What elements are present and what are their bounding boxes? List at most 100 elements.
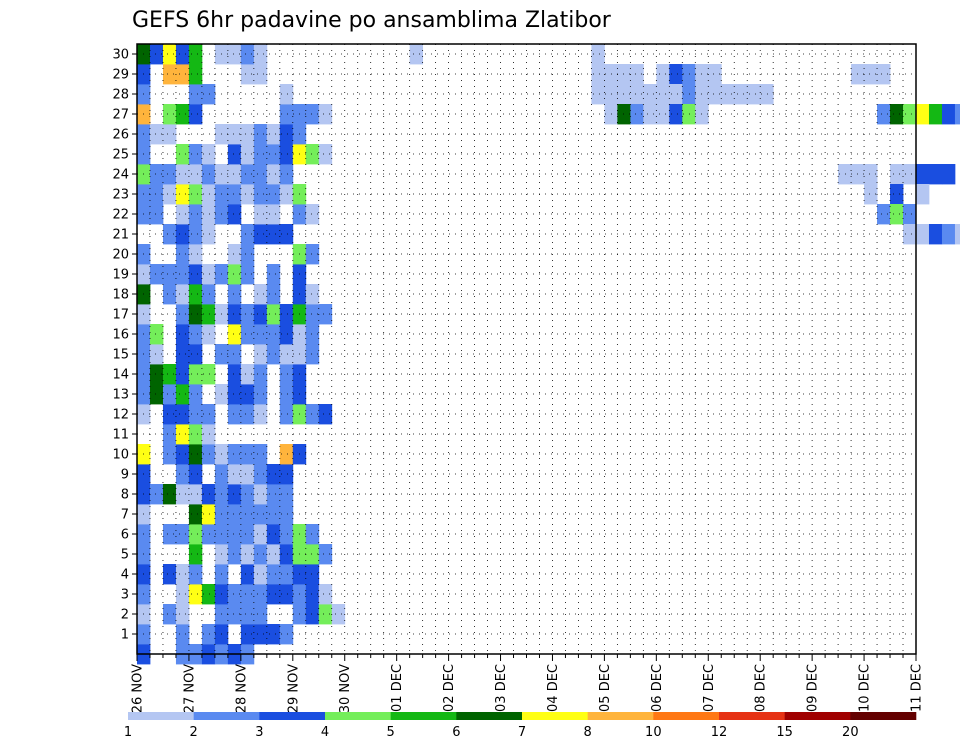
heatmap-cell xyxy=(188,64,203,85)
heatmap-cell xyxy=(175,244,190,265)
heatmap-cell xyxy=(175,44,190,65)
heatmap-cell xyxy=(253,364,268,385)
legend-swatch xyxy=(850,712,917,720)
heatmap-cell xyxy=(305,204,320,225)
heatmap-cell xyxy=(266,344,281,365)
heatmap-cell xyxy=(175,164,190,185)
y-tick-label: 21 xyxy=(112,228,129,243)
x-tick-label: 26 NOV xyxy=(131,664,146,713)
legend-colorbar: 1 2 3 4 5 6 7 8 10 12 15 20 xyxy=(124,712,917,740)
heatmap-cell xyxy=(305,244,320,265)
heatmap-cell xyxy=(253,304,268,325)
heatmap-cell xyxy=(201,524,216,545)
heatmap-cell xyxy=(188,564,203,585)
legend-swatch xyxy=(390,712,457,720)
heatmap-cell xyxy=(175,484,190,505)
heatmap-cell xyxy=(305,544,320,565)
heatmap-cell xyxy=(954,104,960,125)
heatmap-cell xyxy=(877,64,891,85)
heatmap-cell xyxy=(227,524,242,545)
heatmap-cell xyxy=(188,484,203,505)
heatmap-cell xyxy=(201,504,216,525)
heatmap-cell xyxy=(253,484,268,505)
heatmap-cell xyxy=(708,84,722,105)
y-tick-label: 6 xyxy=(121,528,129,543)
y-tick-label: 20 xyxy=(112,248,129,263)
heatmap-cell xyxy=(253,384,268,405)
heatmap-cell xyxy=(175,304,190,325)
y-tick-label: 8 xyxy=(121,488,129,503)
y-tick-label: 11 xyxy=(112,428,129,443)
heatmap-cell xyxy=(240,44,255,65)
legend-swatch xyxy=(325,712,391,720)
heatmap-cell xyxy=(877,204,891,225)
heatmap-cell xyxy=(201,584,216,605)
heatmap-cell xyxy=(201,184,216,205)
heatmap-cell xyxy=(682,64,696,85)
x-tick-label: 08 DEC xyxy=(754,664,769,712)
heatmap-cell xyxy=(266,584,281,605)
legend-swatch xyxy=(653,712,720,720)
heatmap-cell xyxy=(240,144,255,165)
y-tick-label: 29 xyxy=(112,68,129,83)
heatmap-cell xyxy=(162,564,177,585)
heatmap-cell xyxy=(279,324,294,345)
y-tick-label: 5 xyxy=(121,548,129,563)
heatmap-cell xyxy=(201,164,216,185)
heatmap-cell xyxy=(253,224,268,245)
heatmap-cell xyxy=(201,144,216,165)
heatmap-cell xyxy=(721,84,735,105)
heatmap-cell xyxy=(240,244,255,265)
y-tick-label: 4 xyxy=(121,568,129,583)
heatmap-cell xyxy=(240,124,255,145)
heatmap-cell xyxy=(656,104,670,125)
heatmap-cell xyxy=(682,104,696,125)
heatmap-cell xyxy=(149,124,164,145)
heatmap-cell xyxy=(240,584,255,605)
heatmap-cell xyxy=(162,224,177,245)
heatmap-cell xyxy=(253,284,268,305)
heatmap-cell xyxy=(266,144,281,165)
heatmap-cell xyxy=(305,104,320,125)
heatmap-cell xyxy=(240,564,255,585)
heatmap-cell xyxy=(279,224,294,245)
legend-label: 12 xyxy=(711,725,728,740)
heatmap-cell xyxy=(162,124,177,145)
heatmap-cell xyxy=(305,524,320,545)
heatmap-cell xyxy=(266,564,281,585)
plot-area xyxy=(136,43,960,665)
heatmap-cell xyxy=(175,64,190,85)
heatmap-cell xyxy=(175,144,190,165)
heatmap-cell xyxy=(279,564,294,585)
heatmap-cell xyxy=(617,104,631,125)
heatmap-cell xyxy=(240,404,255,425)
heatmap-cell xyxy=(279,84,294,105)
x-tick-label: 02 DEC xyxy=(442,664,457,712)
legend-swatch xyxy=(259,712,326,720)
heatmap-cell xyxy=(630,104,644,125)
heatmap-cell xyxy=(188,384,203,405)
heatmap-cell xyxy=(175,604,190,625)
heatmap-cell xyxy=(188,344,203,365)
heatmap-cell xyxy=(188,104,203,125)
heatmap-cell xyxy=(227,244,242,265)
heatmap-cell xyxy=(240,464,255,485)
heatmap-cell xyxy=(253,624,268,645)
heatmap-cell xyxy=(682,84,696,105)
heatmap-cell xyxy=(318,104,333,125)
heatmap-cell xyxy=(149,264,164,285)
heatmap-cell xyxy=(201,484,216,505)
heatmap-cell xyxy=(149,44,164,65)
heatmap-cell xyxy=(227,284,242,305)
heatmap-cell xyxy=(253,524,268,545)
heatmap-cell xyxy=(201,444,216,465)
x-tick-label: 05 DEC xyxy=(598,664,613,712)
heatmap-cell xyxy=(318,404,333,425)
heatmap-cell xyxy=(669,64,683,85)
legend-swatch xyxy=(456,712,523,720)
heatmap-cell xyxy=(227,184,242,205)
heatmap-cell xyxy=(941,104,956,125)
heatmap-cell xyxy=(201,324,216,345)
heatmap-cell xyxy=(149,184,164,205)
heatmap-cell xyxy=(890,104,904,125)
